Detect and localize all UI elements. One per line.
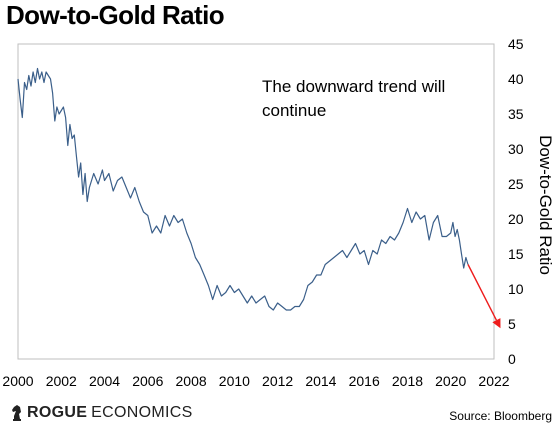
x-tick-label: 2022 [478,373,509,389]
x-tick-label: 2020 [435,373,466,389]
projection-arrow [467,264,498,321]
projection-arrowhead [492,318,501,329]
chart-title: Dow-to-Gold Ratio [6,0,225,30]
y-axis-ticks: 0 5 10 15 20 25 30 35 40 45 [508,36,524,367]
brand-name-part-1: ROGUE [27,404,88,421]
brand-logo: ROGUE ECONOMICS [10,404,193,422]
y-tick-label: 10 [508,281,524,297]
x-tick-label: 2016 [349,373,380,389]
y-tick-label: 15 [508,246,524,262]
x-tick-label: 2004 [89,373,120,389]
x-tick-label: 2002 [46,373,77,389]
y-tick-label: 40 [508,71,524,87]
x-tick-label: 2018 [392,373,423,389]
x-axis-ticks: 2000 2002 2004 2006 2008 2010 2012 2014 2016 2018… [2,373,509,389]
annotation-line-1: The downward trend will [262,77,445,96]
source-note: Source: Bloomberg [449,409,552,423]
brand-name-part-2: ECONOMICS [91,404,193,421]
y-tick-label: 30 [508,141,524,157]
y-tick-label: 35 [508,106,524,122]
annotation-line-2: continue [262,101,326,120]
plot-frame [17,43,495,360]
knight-chess-icon [12,405,21,421]
x-tick-label: 2000 [2,373,33,389]
x-tick-label: 2012 [262,373,293,389]
y-axis-label: Dow-to-Gold Ratio [536,135,555,275]
y-tick-label: 0 [508,351,516,367]
y-tick-label: 5 [508,316,516,332]
x-tick-label: 2010 [219,373,250,389]
series-line-dow-to-gold [17,67,469,311]
y-tick-label: 20 [508,211,524,227]
x-tick-label: 2014 [305,373,336,389]
x-tick-label: 2008 [176,373,207,389]
y-tick-label: 25 [508,176,524,192]
y-tick-label: 45 [508,36,524,52]
x-tick-label: 2006 [132,373,163,389]
